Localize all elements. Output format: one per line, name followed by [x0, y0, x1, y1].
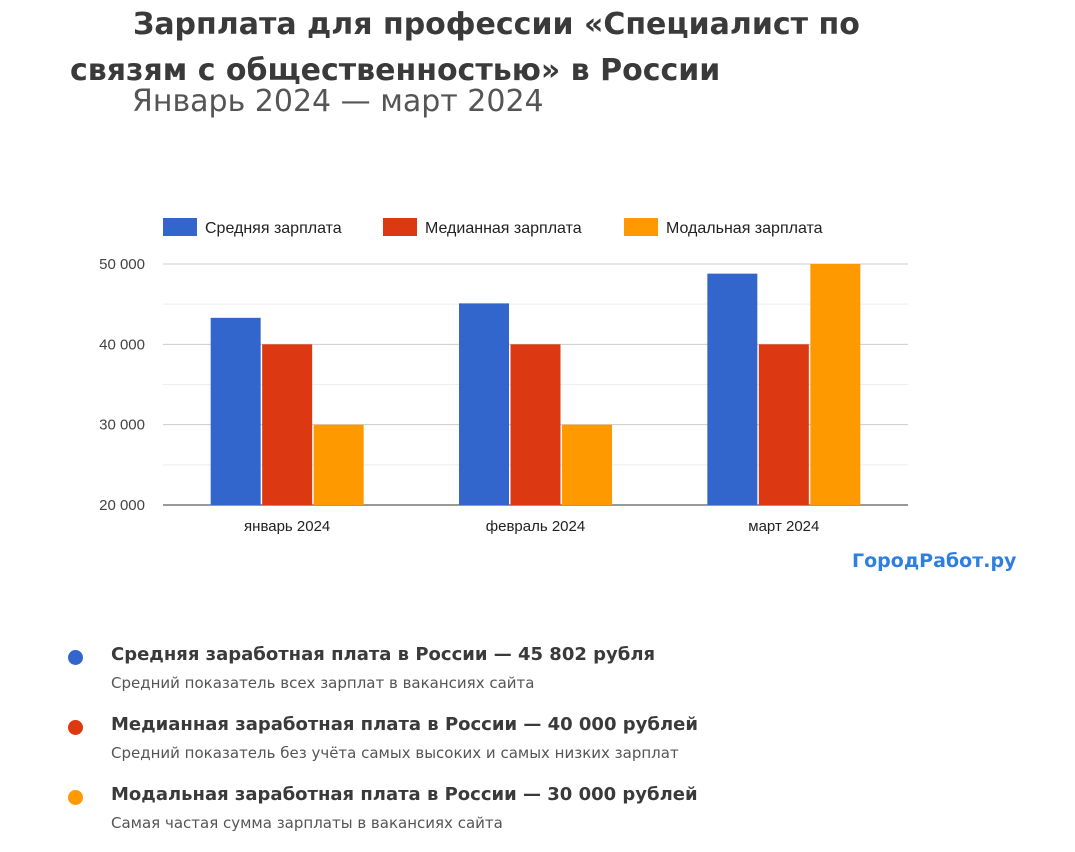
x-tick-label: январь 2024: [244, 518, 330, 535]
y-tick-label: 20 000: [99, 497, 145, 514]
page-subtitle: Январь 2024 — март 2024: [132, 84, 544, 119]
bar: [562, 424, 612, 505]
bar: [313, 424, 364, 505]
average-dot-icon: [68, 650, 83, 665]
x-tick-label: март 2024: [748, 518, 819, 535]
bar: [810, 264, 861, 505]
x-tick-label: февраль 2024: [486, 518, 585, 535]
info-title-average: Средняя заработная плата в России — 45 8…: [111, 644, 656, 665]
y-tick-label: 50 000: [99, 256, 145, 273]
brand-logo[interactable]: ГородРабот.ру: [852, 550, 1017, 572]
y-tick-label: 40 000: [99, 336, 145, 353]
legend-label: Медианная зарплата: [425, 220, 582, 237]
bar: [707, 273, 758, 505]
bar: [262, 344, 313, 505]
bar: [510, 344, 561, 505]
legend-swatch: [624, 218, 658, 236]
info-desc-modal: Самая частая сумма зарплаты в вакансиях …: [111, 814, 503, 832]
median-dot-icon: [68, 720, 83, 735]
info-title-median: Медианная заработная плата в России — 40…: [111, 714, 698, 735]
info-title-modal: Модальная заработная плата в России — 30…: [111, 784, 698, 805]
legend-swatch: [383, 218, 417, 236]
modal-dot-icon: [68, 790, 83, 805]
info-desc-average: Средний показатель всех зарплат в ваканс…: [111, 674, 535, 692]
legend-label: Средняя зарплата: [205, 220, 342, 237]
bar: [758, 344, 809, 505]
salary-bar-chart: 20 000 30 000 40 000 50 000 январь 2024 февра…: [99, 218, 908, 535]
y-tick-label: 30 000: [99, 417, 145, 434]
info-desc-median: Средний показатель без учёта самых высок…: [111, 744, 679, 762]
legend-swatch: [163, 218, 197, 236]
page-title: Зарплата для профессии «Специалист по св…: [70, 7, 860, 88]
bar: [459, 303, 509, 505]
legend-label: Модальная зарплата: [666, 220, 823, 237]
bar: [210, 317, 261, 505]
